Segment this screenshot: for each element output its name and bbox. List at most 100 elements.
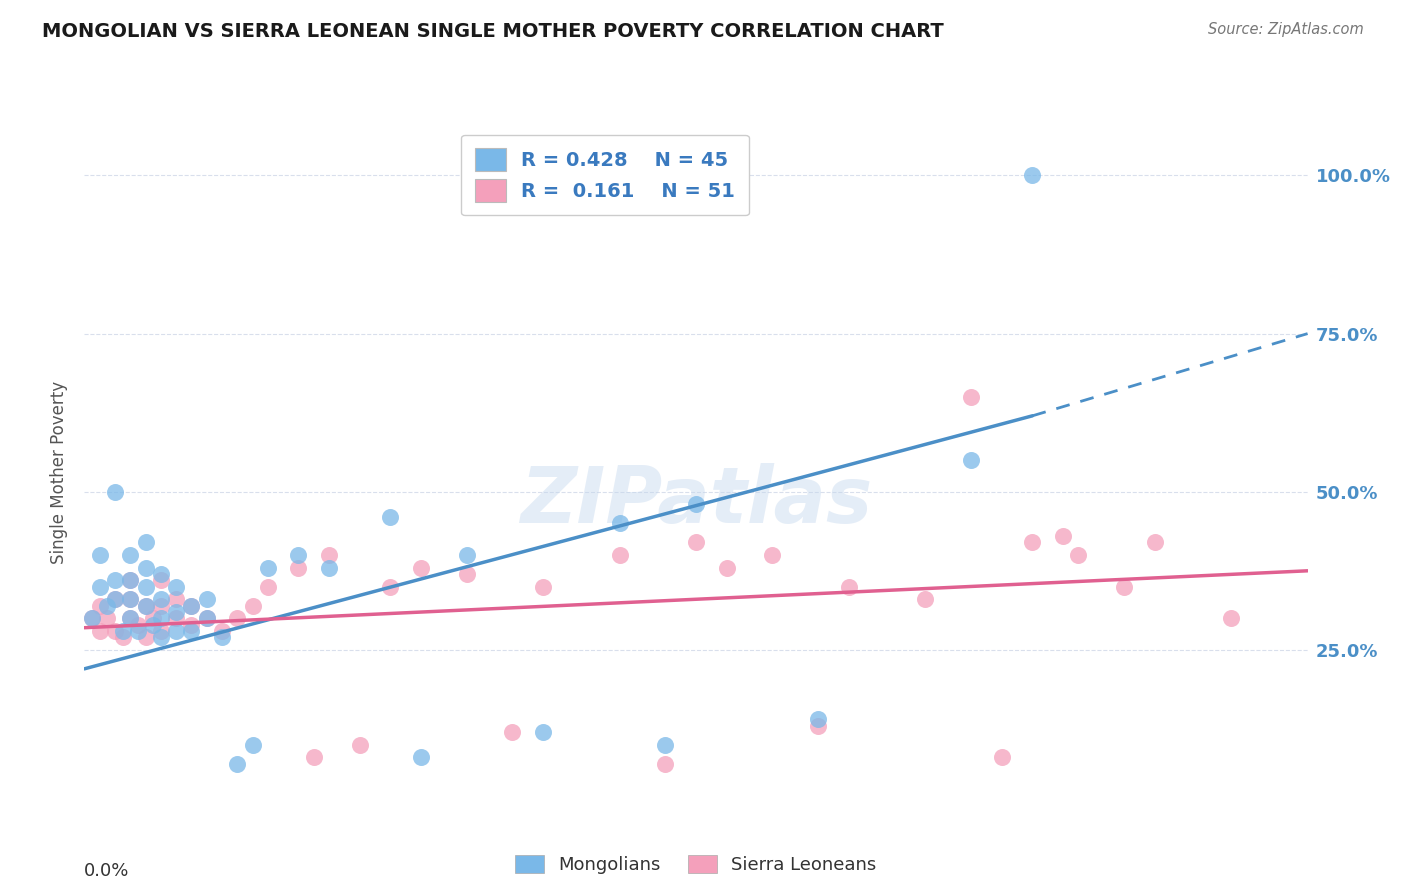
Point [149,624,172,638]
Point [257,560,280,574]
Point [165,611,187,625]
Point [195,592,218,607]
Point [807,713,830,727]
Point [104,592,127,607]
Point [80,611,103,625]
Point [165,624,187,638]
Point [318,548,340,562]
Point [211,624,233,638]
Point [180,617,202,632]
Y-axis label: Single Mother Poverty: Single Mother Poverty [51,381,69,565]
Point [104,574,127,588]
Point [349,738,371,752]
Point [195,611,218,625]
Point [149,630,172,644]
Point [127,617,149,632]
Point [104,484,127,499]
Point [135,560,157,574]
Point [502,725,524,739]
Point [149,566,172,581]
Point [180,624,202,638]
Text: MONGOLIAN VS SIERRA LEONEAN SINGLE MOTHER POVERTY CORRELATION CHART: MONGOLIAN VS SIERRA LEONEAN SINGLE MOTHE… [42,22,943,41]
Point [1114,580,1136,594]
Point [111,630,134,644]
Point [120,574,142,588]
Point [120,611,142,625]
Point [135,599,157,613]
Point [1052,529,1074,543]
Point [96,611,118,625]
Text: 0.0%: 0.0% [84,863,129,880]
Point [287,560,309,574]
Point [135,535,157,549]
Point [120,611,142,625]
Point [89,580,111,594]
Text: Source: ZipAtlas.com: Source: ZipAtlas.com [1208,22,1364,37]
Point [120,592,142,607]
Point [242,738,264,752]
Point [716,560,738,574]
Point [195,611,218,625]
Point [761,548,783,562]
Point [142,611,165,625]
Point [531,725,554,739]
Point [165,605,187,619]
Point [380,580,402,594]
Point [149,599,172,613]
Point [96,599,118,613]
Point [89,599,111,613]
Point [914,592,936,607]
Point [409,560,432,574]
Point [120,574,142,588]
Point [609,516,631,531]
Point [142,617,165,632]
Point [838,580,860,594]
Point [120,592,142,607]
Point [531,580,554,594]
Point [180,599,202,613]
Point [456,548,478,562]
Point [127,624,149,638]
Point [807,719,830,733]
Point [1021,535,1043,549]
Point [960,390,983,404]
Point [89,548,111,562]
Point [104,592,127,607]
Point [380,510,402,524]
Point [211,630,233,644]
Point [1021,169,1043,183]
Point [149,574,172,588]
Text: ZIPatlas: ZIPatlas [520,463,872,539]
Point [685,497,707,511]
Point [1067,548,1090,562]
Point [960,453,983,467]
Point [80,611,103,625]
Point [149,592,172,607]
Point [242,599,264,613]
Point [1220,611,1243,625]
Point [991,750,1014,764]
Point [685,535,707,549]
Point [180,599,202,613]
Point [89,624,111,638]
Point [318,560,340,574]
Point [226,756,249,771]
Point [104,624,127,638]
Point [654,756,676,771]
Point [287,548,309,562]
Point [120,548,142,562]
Legend: Mongolians, Sierra Leoneans: Mongolians, Sierra Leoneans [508,847,884,881]
Point [149,611,172,625]
Point [409,750,432,764]
Point [226,611,249,625]
Point [135,599,157,613]
Point [1143,535,1166,549]
Point [165,592,187,607]
Point [165,580,187,594]
Point [111,624,134,638]
Point [135,630,157,644]
Point [135,580,157,594]
Point [302,750,325,764]
Point [609,548,631,562]
Point [257,580,280,594]
